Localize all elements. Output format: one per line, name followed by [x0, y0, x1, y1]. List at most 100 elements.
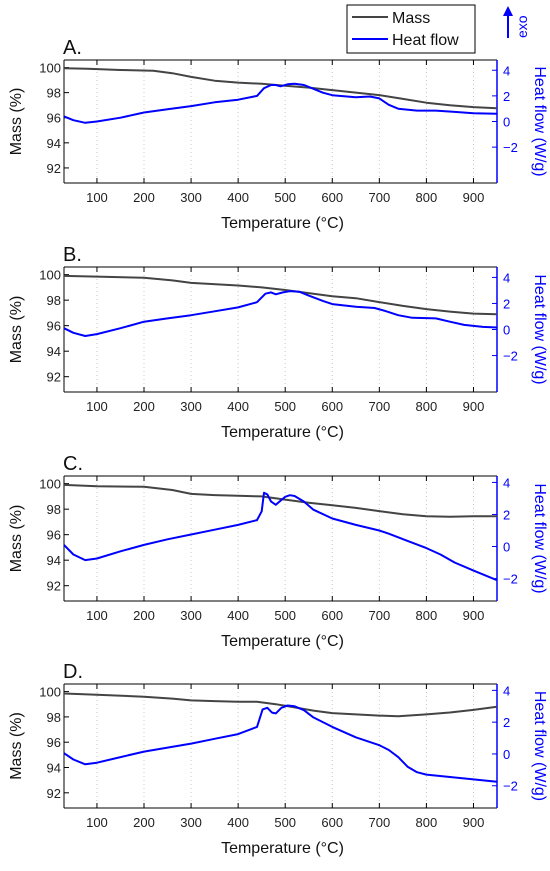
- y2-tick-label: 0: [503, 323, 510, 338]
- y2-axis-title: Heat flow (W/g): [531, 483, 548, 593]
- y-tick-label: 94: [47, 136, 61, 151]
- x-tick-label: 200: [133, 608, 155, 623]
- y-tick-label: 92: [47, 786, 61, 801]
- y-axis-title: Mass (%): [8, 296, 25, 364]
- x-tick-label: 900: [463, 190, 485, 205]
- x-tick-label: 800: [416, 190, 438, 205]
- y-tick-label: 100: [39, 477, 61, 492]
- y2-tick-label: −2: [503, 140, 518, 155]
- panel-label: B.: [63, 244, 82, 266]
- mass-line: [64, 483, 497, 518]
- x-tick-label: 100: [86, 399, 108, 414]
- panel-c: 100 200 300 400 500 600 700 800 900 92 94 96 98 100 −2…: [8, 453, 548, 650]
- x-tick-label: 500: [274, 399, 296, 414]
- mass-line: [64, 67, 497, 110]
- y-tick-label: 96: [47, 111, 61, 126]
- x-tick-label: 200: [133, 190, 155, 205]
- y2-tick-label: 4: [503, 63, 510, 78]
- y-tick-label: 96: [47, 735, 61, 750]
- y2-tick-label: 0: [503, 747, 510, 762]
- y-tick-label: 98: [47, 710, 61, 725]
- y-axis-title: Mass (%): [8, 505, 25, 573]
- x-axis-title: Temperature (°C): [221, 215, 344, 232]
- heat-flow-line: [64, 491, 497, 582]
- x-tick-label: 500: [274, 190, 296, 205]
- y2-tick-label: 4: [503, 270, 510, 285]
- x-tick-label: 700: [368, 815, 390, 830]
- x-tick-label: 500: [274, 815, 296, 830]
- y2-tick-label: 2: [503, 715, 510, 730]
- y-tick-label: 100: [39, 61, 61, 76]
- y2-tick-label: 0: [503, 540, 510, 555]
- panel-d: 100 200 300 400 500 600 700 800 900 92 94 96 98 100 −2…: [8, 661, 548, 857]
- y-tick-label: 92: [47, 161, 61, 176]
- x-tick-label: 400: [227, 815, 249, 830]
- x-tick-label: 600: [321, 608, 343, 623]
- x-tick-label: 200: [133, 399, 155, 414]
- x-tick-label: 100: [86, 608, 108, 623]
- y-tick-label: 98: [47, 293, 61, 308]
- x-tick-label: 800: [416, 399, 438, 414]
- exo-label: exo: [514, 15, 530, 38]
- panel-label: D.: [63, 661, 83, 683]
- x-tick-label: 400: [227, 190, 249, 205]
- exo-arrow-icon: [503, 6, 513, 16]
- y2-axis-title: Heat flow (W/g): [531, 274, 548, 384]
- x-tick-label: 600: [321, 815, 343, 830]
- x-tick-label: 100: [86, 190, 108, 205]
- x-tick-label: 300: [180, 608, 202, 623]
- y-tick-label: 100: [39, 268, 61, 283]
- legend-label: Mass: [392, 10, 430, 27]
- panel-b: 100 200 300 400 500 600 700 800 900 92 94 96 98 100 −2…: [8, 244, 548, 441]
- y-tick-label: 96: [47, 528, 61, 543]
- x-tick-label: 600: [321, 399, 343, 414]
- y2-axis-title: Heat flow (W/g): [531, 66, 548, 176]
- mass-line: [64, 692, 497, 718]
- x-tick-label: 300: [180, 399, 202, 414]
- x-tick-label: 700: [368, 399, 390, 414]
- legend-box: [346, 4, 476, 54]
- x-tick-label: 300: [180, 190, 202, 205]
- y2-tick-label: 2: [503, 507, 510, 522]
- heat-flow-line: [64, 290, 497, 337]
- y-tick-label: 94: [47, 344, 61, 359]
- panel-label: A.: [63, 37, 82, 59]
- x-tick-label: 800: [416, 608, 438, 623]
- y2-tick-label: 4: [503, 475, 510, 490]
- y2-axis-title: Heat flow (W/g): [531, 691, 548, 801]
- y2-tick-label: 4: [503, 683, 510, 698]
- x-tick-label: 400: [227, 608, 249, 623]
- x-tick-label: 900: [463, 815, 485, 830]
- y-axis-title: Mass (%): [8, 712, 25, 780]
- x-axis-title: Temperature (°C): [221, 840, 344, 857]
- y2-tick-label: 2: [503, 89, 510, 104]
- heat-flow-line: [64, 704, 497, 783]
- y2-tick-label: −2: [503, 779, 518, 794]
- y-tick-label: 94: [47, 553, 61, 568]
- y-tick-label: 92: [47, 370, 61, 385]
- y-tick-label: 100: [39, 685, 61, 700]
- y-tick-label: 94: [47, 761, 61, 776]
- y-tick-label: 96: [47, 319, 61, 334]
- x-tick-label: 300: [180, 815, 202, 830]
- x-axis-title: Temperature (°C): [221, 424, 344, 441]
- panel-a: 100 200 300 400 500 600 700 800 900 92 94 96 98 100 −2…: [8, 37, 548, 232]
- heat-flow-line: [64, 82, 497, 124]
- panel-label: C.: [63, 453, 83, 475]
- x-tick-label: 800: [416, 815, 438, 830]
- y-tick-label: 98: [47, 86, 61, 101]
- y2-tick-label: −2: [503, 572, 518, 587]
- panels: 100 200 300 400 500 600 700 800 90092949698100−2…: [8, 37, 548, 857]
- mass-line: [64, 274, 497, 316]
- y2-tick-label: 2: [503, 296, 510, 311]
- x-axis-title: Temperature (°C): [221, 633, 344, 650]
- x-tick-label: 500: [274, 608, 296, 623]
- y2-tick-label: 0: [503, 115, 510, 130]
- y2-tick-label: −2: [503, 349, 518, 364]
- legend-label: Heat flow: [392, 32, 459, 49]
- x-tick-label: 700: [368, 190, 390, 205]
- x-tick-label: 200: [133, 815, 155, 830]
- x-tick-label: 600: [321, 190, 343, 205]
